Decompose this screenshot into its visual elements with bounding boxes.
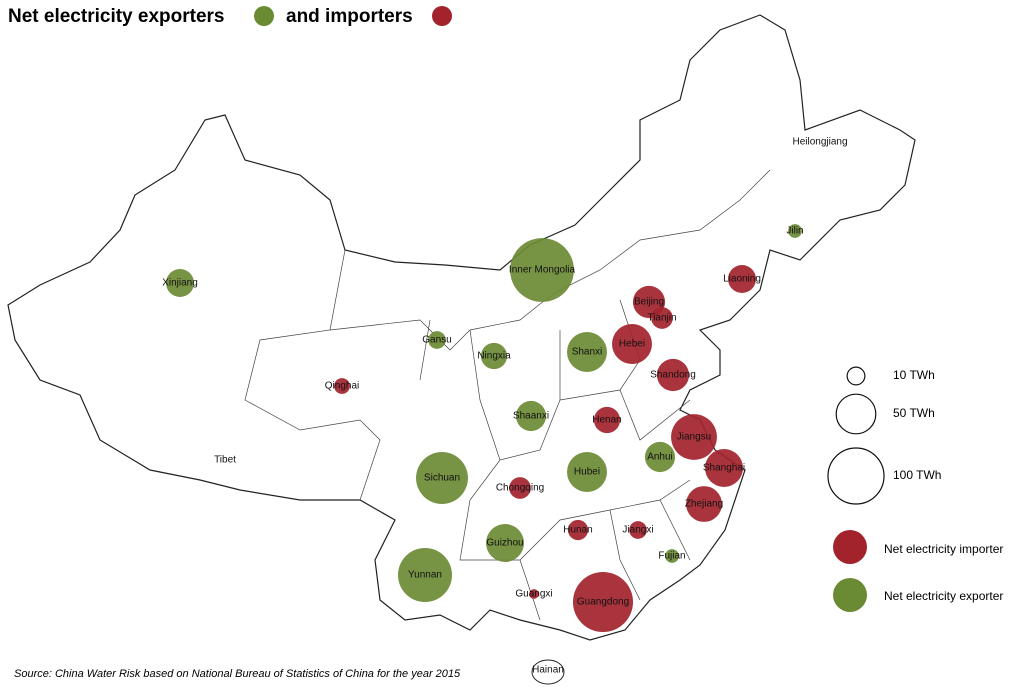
province-bubble [397, 547, 453, 603]
title-part1: Net electricity exporters [8, 6, 225, 27]
province-label: Shanghai [703, 463, 745, 474]
province-bubble [416, 452, 468, 504]
province-label: Jilin [786, 226, 803, 237]
size-legend-circle [846, 366, 866, 386]
province-bubble [486, 524, 524, 562]
province-bubble [515, 400, 547, 432]
province-label: Xinjiang [162, 278, 198, 289]
legend-exporter-dot [833, 578, 867, 612]
title-part2: and importers [286, 6, 413, 27]
province-label: Yunnan [408, 570, 442, 581]
province-label: Gansu [422, 335, 451, 346]
province-label: Hunan [563, 525, 592, 536]
province-label: Shaanxi [513, 411, 549, 422]
province-bubble [567, 452, 607, 492]
labels: Inner Mongolia Xinjiang Heilongjiang Jilin L… [162, 137, 847, 676]
province-bubble [509, 477, 531, 499]
province-bubble [529, 589, 539, 599]
province-bubble [705, 449, 743, 487]
province-label: Qinghai [325, 381, 359, 392]
province-label: Tianjin [647, 313, 676, 324]
province-label: Heilongjiang [792, 137, 847, 148]
province-label: Shandong [650, 370, 696, 381]
hainan-outline [531, 659, 565, 685]
legend-importer-dot [833, 530, 867, 564]
province-bubble [612, 324, 652, 364]
province-label: Inner Mongolia [509, 265, 576, 276]
province-label: Chongqing [496, 483, 544, 494]
province-bubble [572, 571, 634, 633]
province-bubble [334, 378, 350, 394]
province-bubble [428, 331, 446, 349]
province-label: Fujian [658, 551, 685, 562]
province-bubble [510, 238, 574, 302]
province-label: Zhejiang [685, 499, 723, 510]
province-label: Hainan [532, 665, 564, 676]
size-legend-label: 50 TWh [893, 406, 935, 420]
province-bubble [593, 406, 621, 434]
province-bubble [166, 269, 194, 297]
province-label: Hebei [619, 339, 645, 350]
province-label: Guizhou [486, 538, 523, 549]
source-note: Source: China Water Risk based on Nation… [14, 668, 461, 680]
province-label: Shanxi [572, 347, 603, 358]
province-label: Anhui [647, 452, 673, 463]
province-label: Liaoning [723, 274, 761, 285]
province-bubble [788, 224, 802, 238]
title-importer-dot [432, 6, 452, 26]
province-label: Guangdong [577, 597, 629, 608]
country-outline [7, 14, 916, 641]
legend: Net electricity importer Net electricity… [827, 366, 1003, 612]
size-legend-circle [827, 447, 885, 505]
province-label: Henan [592, 415, 621, 426]
province-bubble [686, 486, 722, 522]
province-bubble [651, 307, 673, 329]
province-label: Jiangsu [677, 432, 711, 443]
province-bubble [567, 332, 607, 372]
province-bubble [567, 519, 589, 541]
province-bubble [629, 521, 647, 539]
legend-exporter-label: Net electricity exporter [884, 589, 1003, 603]
province-bubble [665, 549, 679, 563]
title-exporter-dot [254, 6, 274, 26]
province-bubble [480, 342, 508, 370]
province-label: Sichuan [424, 473, 460, 484]
size-legend-circle [835, 393, 877, 435]
size-legend-label: 10 TWh [893, 368, 935, 382]
province-label: Hubei [574, 467, 600, 478]
size-legend-label: 100 TWh [893, 468, 941, 482]
bubbles [166, 224, 802, 633]
province-label: Tibet [214, 455, 236, 466]
legend-importer-label: Net electricity importer [884, 542, 1003, 556]
province-bubble [671, 414, 717, 460]
province-bubble [728, 265, 756, 293]
province-label: Jiangxi [622, 525, 653, 536]
province-label: Ningxia [477, 351, 511, 362]
province-label: Beijing [634, 297, 664, 308]
province-bubble [644, 441, 676, 473]
province-label: Guangxi [515, 589, 552, 600]
province-bubble [656, 358, 690, 392]
